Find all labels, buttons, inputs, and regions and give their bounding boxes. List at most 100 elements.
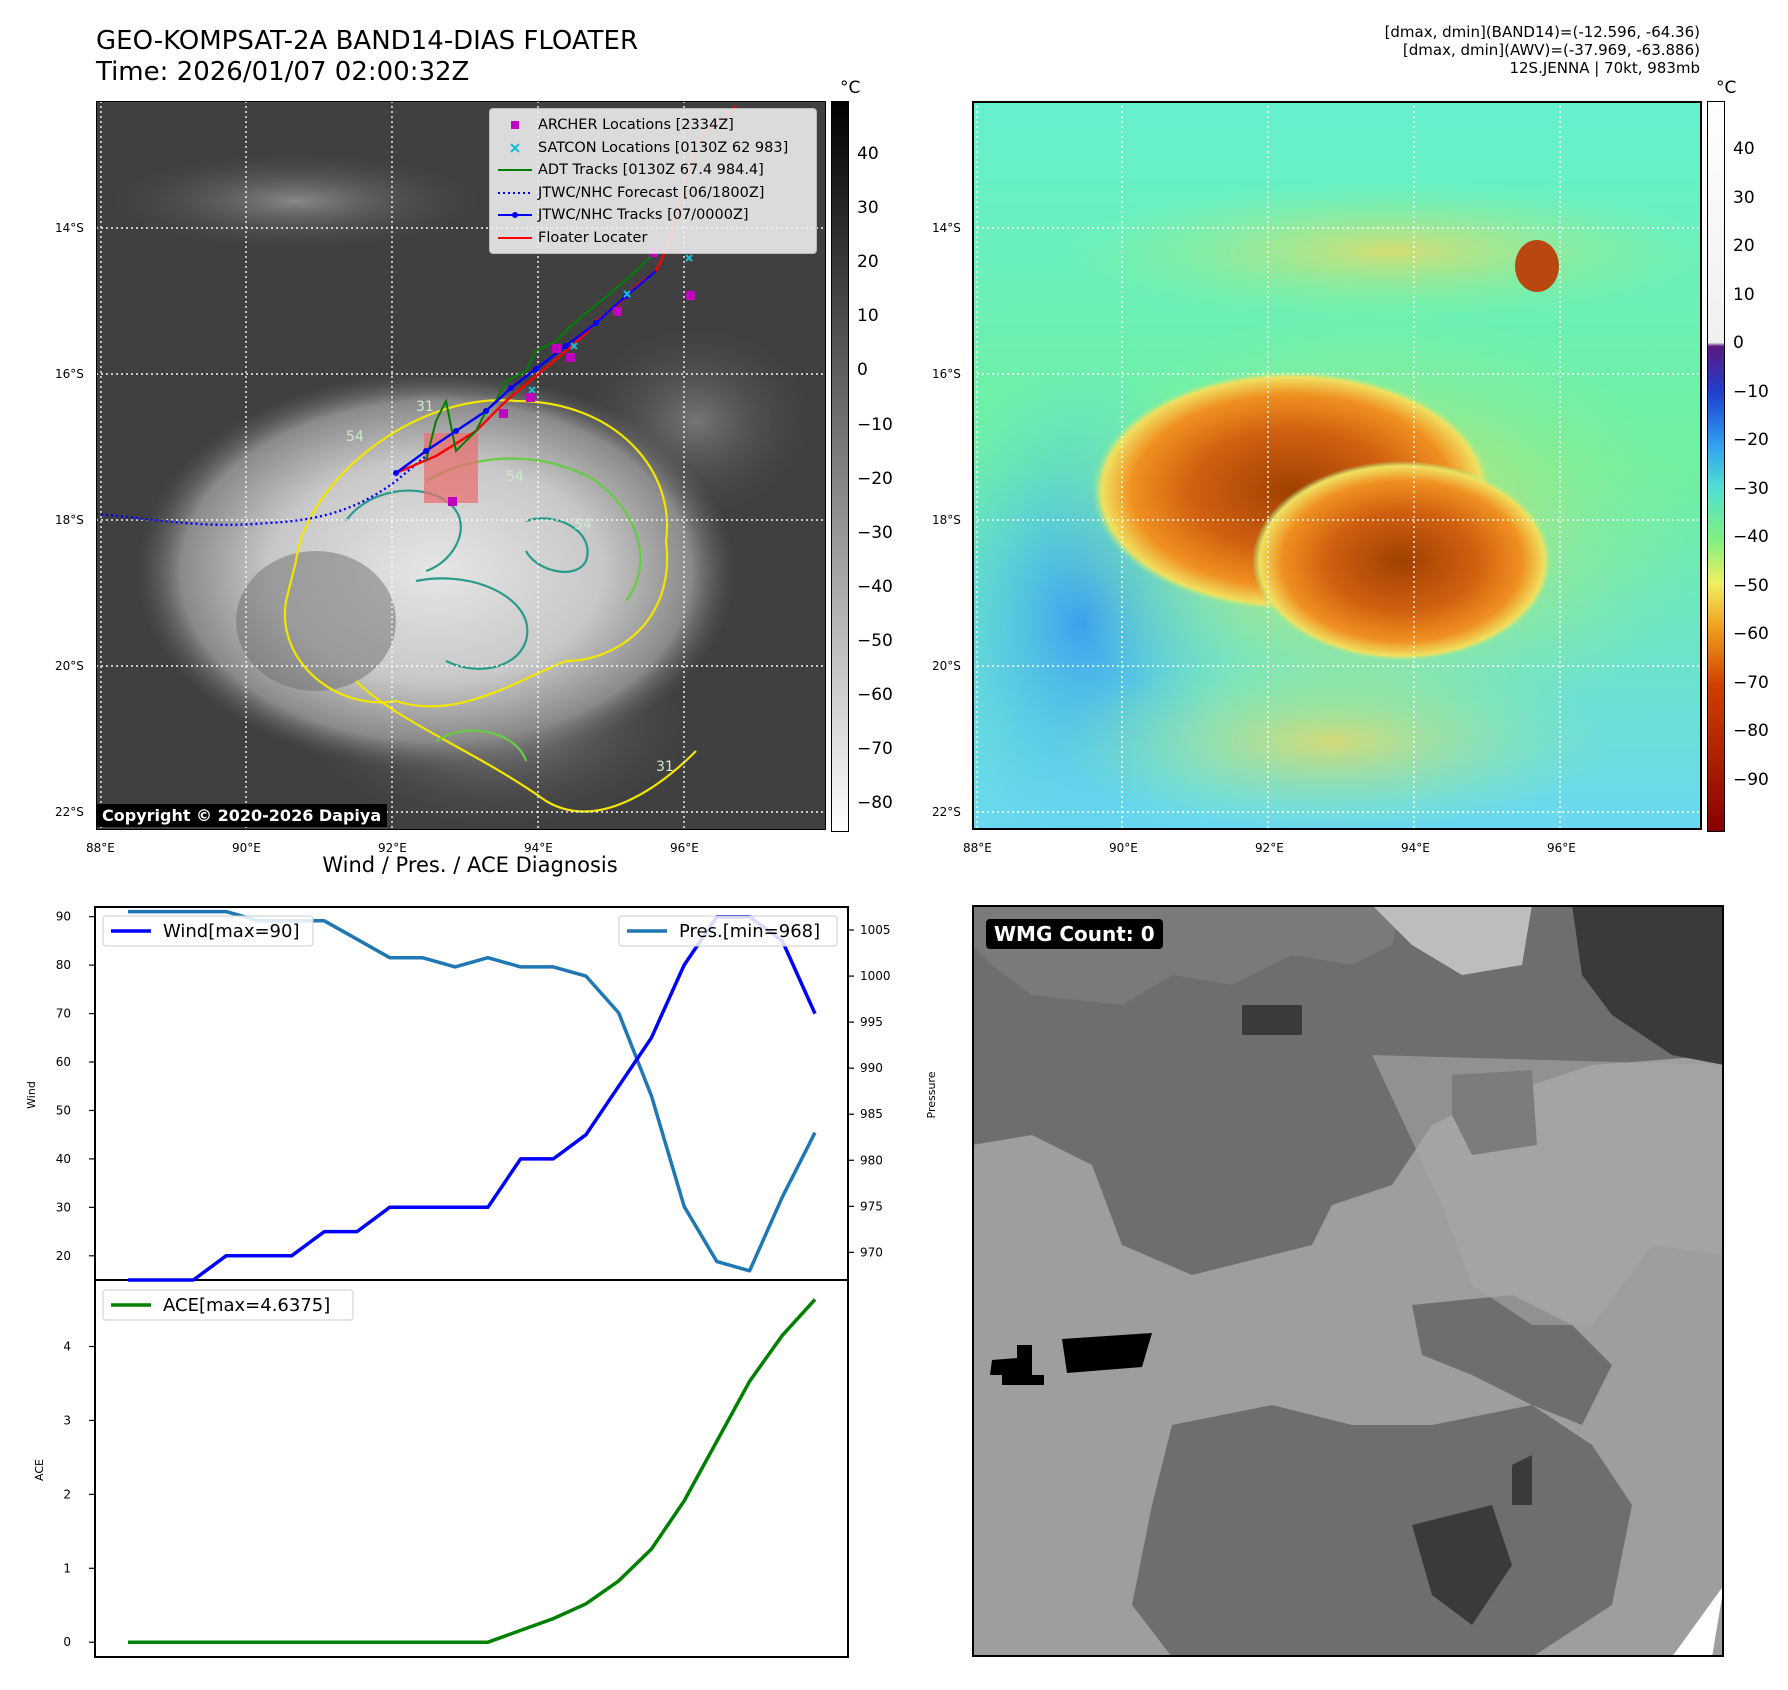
colorbar-tick: −40	[1733, 527, 1769, 547]
legend-label: JTWC/NHC Tracks [07/0000Z]	[538, 207, 749, 223]
legend-entry: Floater Locater	[490, 228, 810, 248]
ace-legend-box	[102, 1289, 354, 1321]
wind-tick-label: 20	[56, 1249, 71, 1263]
colorbar-tick: −10	[1733, 381, 1769, 402]
contour-label: 54	[574, 517, 592, 533]
wind-tick-label: 60	[56, 1055, 71, 1069]
lon-label: 96°E	[670, 841, 699, 855]
legend-label: ARCHER Locations [2334Z]	[538, 117, 734, 133]
colorbar-tick: 30	[857, 198, 879, 219]
contour-label: 54	[346, 429, 364, 445]
pressure-line	[128, 909, 817, 1273]
legend-entry: ADT Tracks [0130Z 67.4 984.4]	[490, 160, 810, 180]
lat-label: 18°S	[55, 513, 84, 527]
contour-label: 31	[656, 759, 674, 775]
colorbar-unit: °C	[840, 78, 861, 98]
pressure-legend-label: Pres.[min=968]	[679, 921, 820, 942]
colorbar-tick: −80	[857, 793, 893, 814]
lon-label: 94°E	[524, 841, 553, 855]
ir-colorbar	[831, 101, 849, 832]
contour-label: 54	[506, 469, 524, 485]
ace-tick-label: 3	[63, 1413, 71, 1427]
title-line-1: GEO-KOMPSAT-2A BAND14-DIAS FLOATER	[96, 26, 639, 56]
lon-label: 92°E	[1255, 841, 1284, 855]
title-line-2: Time: 2026/01/07 02:00:32Z	[96, 57, 470, 87]
lat-label: 14°S	[55, 221, 84, 235]
pressure-tick-label: 975	[860, 1199, 883, 1213]
colorbar-tick: 40	[857, 144, 879, 164]
wind-line	[128, 914, 817, 1282]
enhanced-ir-map	[972, 101, 1702, 830]
jtwc-track	[395, 270, 657, 474]
legend-swatch	[498, 169, 532, 171]
legend-label: Floater Locater	[538, 229, 648, 246]
wind-tick-label: 80	[56, 958, 71, 972]
colorbar-tick: −10	[857, 414, 893, 435]
colorbar-tick: −30	[857, 522, 893, 543]
pressure-legend-box	[618, 915, 838, 947]
wind-tick-label: 30	[56, 1200, 71, 1214]
pressure-tick-label: 1000	[860, 969, 891, 983]
wmg-panel: WMG Count: 0	[972, 905, 1724, 1657]
wmg-image	[972, 905, 1724, 1657]
wind-tick-label: 90	[56, 910, 71, 924]
colorbar-tick: −50	[857, 630, 893, 651]
wind-tick-label: 70	[56, 1007, 71, 1021]
lat-label: 20°S	[55, 659, 84, 673]
colorbar-tick: 10	[857, 306, 879, 327]
colorbar-tick: −80	[1733, 721, 1769, 741]
lat-label: 20°S	[932, 659, 961, 673]
info-line-2: [dmax, dmin](AWV)=(-37.969, -63.886)	[1402, 41, 1700, 59]
pressure-tick-label: 985	[860, 1107, 883, 1121]
legend-swatch	[498, 191, 532, 194]
lon-label: 88°E	[86, 841, 115, 855]
ace-tick-label: 1	[63, 1561, 71, 1575]
legend-swatch	[511, 121, 519, 129]
colorbar-tick: 30	[1733, 187, 1755, 208]
pressure-tick-label: 990	[860, 1061, 883, 1075]
colorbar-tick: −50	[1733, 575, 1769, 596]
legend-label: SATCON Locations [0130Z 62 983]	[538, 139, 789, 156]
ace-frame	[94, 1279, 849, 1658]
colorbar-tick: 20	[857, 252, 879, 273]
colorbar-tick: −40	[857, 576, 893, 597]
pressure-tick-label: 1005	[860, 923, 891, 937]
pressure-tick-label: 970	[860, 1245, 883, 1259]
colorbar-tick: −60	[1733, 624, 1769, 644]
colorbar-tick: −20	[1733, 430, 1769, 450]
pressure-tick-label: 995	[860, 1015, 883, 1029]
lat-label: 22°S	[55, 805, 84, 819]
lat-label: 16°S	[932, 367, 961, 381]
copyright-badge: Copyright © 2020-2026 Dapiya	[96, 804, 388, 827]
map-legend: ARCHER Locations [2334Z] SATCON Locations…	[489, 108, 817, 254]
enhanced-colorbar	[1707, 101, 1725, 832]
wmg-count-badge: WMG Count: 0	[986, 919, 1163, 949]
legend-entry: JTWC/NHC Tracks [07/0000Z]	[490, 205, 810, 225]
ace-axis-label: ACE	[33, 1459, 46, 1481]
legend-swatch	[510, 142, 520, 153]
colorbar-tick: −30	[1733, 478, 1769, 499]
legend-entry: JTWC/NHC Forecast [06/1800Z]	[490, 183, 810, 203]
lat-label: 18°S	[932, 513, 961, 527]
legend-entry: SATCON Locations [0130Z 62 983]	[490, 138, 810, 158]
floater-box	[424, 433, 478, 503]
lon-label: 88°E	[963, 841, 992, 855]
ir-satellite-map: 31 54 54 54 31 ARCHER Locations [2334Z] S…	[96, 101, 826, 830]
legend-swatch	[498, 212, 532, 218]
lat-label: 14°S	[932, 221, 961, 235]
pressure-tick-label: 980	[860, 1153, 883, 1167]
colorbar-tick: −70	[857, 739, 893, 760]
wind-legend-label: Wind[max=90]	[163, 921, 300, 942]
info-line-1: [dmax, dmin](BAND14)=(-12.596, -64.36)	[1384, 23, 1700, 41]
legend-label: ADT Tracks [0130Z 67.4 984.4]	[538, 162, 764, 178]
colorbar-tick: −70	[1733, 672, 1769, 693]
lon-label: 90°E	[1109, 841, 1138, 855]
colorbar-tick: −60	[857, 685, 893, 705]
colorbar-tick: 10	[1733, 284, 1755, 305]
info-line-3: 12S.JENNA | 70kt, 983mb	[1509, 59, 1700, 77]
wind-legend-box	[102, 915, 314, 947]
colorbar-tick: 0	[1733, 333, 1744, 353]
contour-label: 31	[416, 399, 434, 415]
pressure-axis-label: Pressure	[925, 1071, 938, 1118]
ace-tick-label: 4	[63, 1340, 71, 1354]
